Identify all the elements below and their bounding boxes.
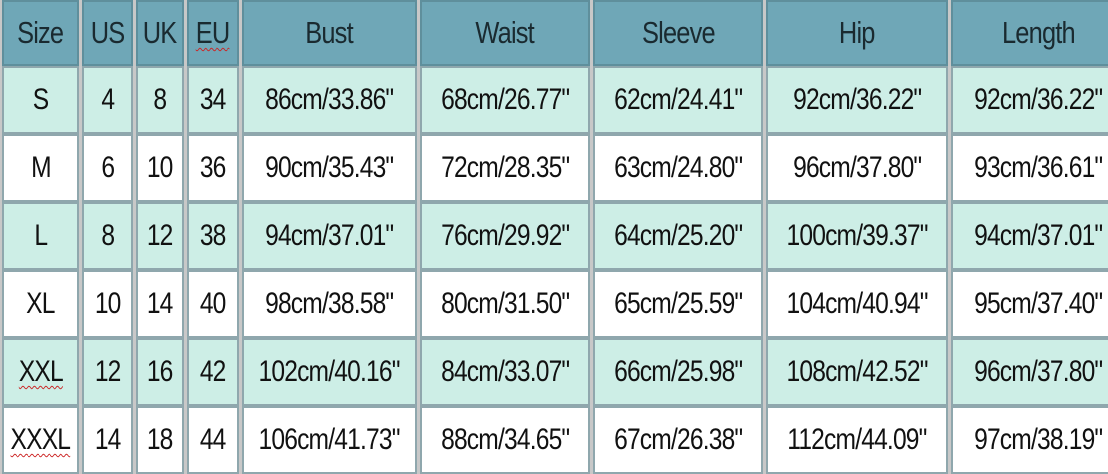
header-sleeve: Sleeve <box>593 0 763 66</box>
cell-sleeve: 67cm/26.38" <box>593 406 763 474</box>
cell-sleeve: 64cm/25.20" <box>593 202 763 270</box>
cell-length: 92cm/36.22" <box>951 66 1108 134</box>
cell-sleeve: 62cm/24.41" <box>593 66 763 134</box>
cell-bust: 86cm/33.86" <box>242 66 417 134</box>
cell-length: 96cm/37.80" <box>951 338 1108 406</box>
cell-us: 12 <box>82 338 133 406</box>
cell-bust: 98cm/38.58" <box>242 270 417 338</box>
cell-length: 97cm/38.19" <box>951 406 1108 474</box>
cell-length: 93cm/36.61" <box>951 134 1108 202</box>
cell-hip: 108cm/42.52" <box>766 338 948 406</box>
header-us: US <box>82 0 133 66</box>
cell-bust: 90cm/35.43" <box>242 134 417 202</box>
cell-bust: 106cm/41.73" <box>242 406 417 474</box>
cell-eu: 42 <box>187 338 239 406</box>
cell-hip: 104cm/40.94" <box>766 270 948 338</box>
cell-eu: 40 <box>187 270 239 338</box>
cell-waist: 84cm/33.07" <box>420 338 590 406</box>
cell-length: 94cm/37.01" <box>951 202 1108 270</box>
cell-eu: 36 <box>187 134 239 202</box>
cell-eu: 38 <box>187 202 239 270</box>
cell-sleeve: 65cm/25.59" <box>593 270 763 338</box>
cell-waist: 76cm/29.92" <box>420 202 590 270</box>
header-uk: UK <box>136 0 184 66</box>
cell-uk: 10 <box>136 134 184 202</box>
cell-waist: 80cm/31.50" <box>420 270 590 338</box>
cell-uk: 18 <box>136 406 184 474</box>
header-eu: EU <box>187 0 239 66</box>
header-length: Length <box>951 0 1108 66</box>
header-waist: Waist <box>420 0 590 66</box>
cell-size: S <box>2 66 79 134</box>
cell-size: M <box>2 134 79 202</box>
header-size: Size <box>2 0 79 66</box>
cell-uk: 8 <box>136 66 184 134</box>
cell-bust: 94cm/37.01" <box>242 202 417 270</box>
cell-size: L <box>2 202 79 270</box>
cell-us: 6 <box>82 134 133 202</box>
cell-uk: 14 <box>136 270 184 338</box>
cell-eu: 34 <box>187 66 239 134</box>
header-bust: Bust <box>242 0 417 66</box>
cell-uk: 12 <box>136 202 184 270</box>
cell-size: XXL <box>2 338 79 406</box>
cell-uk: 16 <box>136 338 184 406</box>
header-hip: Hip <box>766 0 948 66</box>
cell-us: 4 <box>82 66 133 134</box>
cell-waist: 68cm/26.77" <box>420 66 590 134</box>
cell-waist: 72cm/28.35" <box>420 134 590 202</box>
cell-hip: 100cm/39.37" <box>766 202 948 270</box>
cell-sleeve: 63cm/24.80" <box>593 134 763 202</box>
cell-hip: 112cm/44.09" <box>766 406 948 474</box>
cell-sleeve: 66cm/25.98" <box>593 338 763 406</box>
cell-hip: 96cm/37.80" <box>766 134 948 202</box>
cell-size: XXXL <box>2 406 79 474</box>
cell-eu: 44 <box>187 406 239 474</box>
cell-length: 95cm/37.40" <box>951 270 1108 338</box>
cell-bust: 102cm/40.16" <box>242 338 417 406</box>
cell-waist: 88cm/34.65" <box>420 406 590 474</box>
cell-hip: 92cm/36.22" <box>766 66 948 134</box>
cell-us: 14 <box>82 406 133 474</box>
cell-us: 8 <box>82 202 133 270</box>
cell-us: 10 <box>82 270 133 338</box>
cell-size: XL <box>2 270 79 338</box>
